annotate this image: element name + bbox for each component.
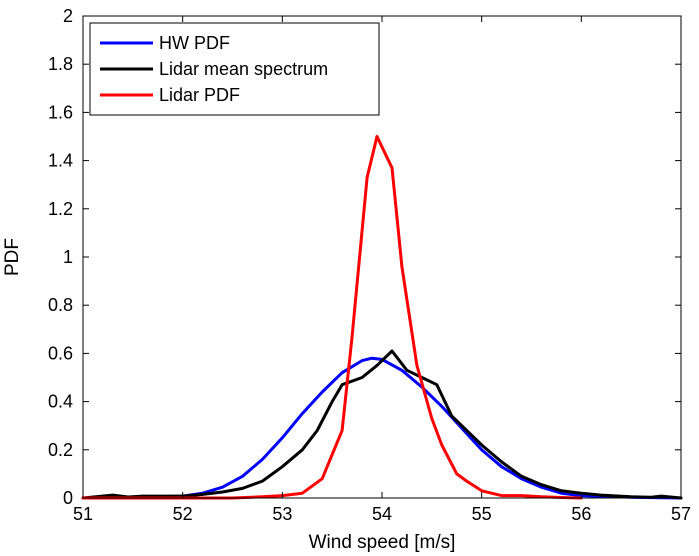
x-tick-label: 55 (472, 504, 492, 524)
y-tick-label: 1 (63, 247, 73, 267)
legend: HW PDF Lidar mean spectrum Lidar PDF (89, 22, 380, 116)
x-axis-title: Wind speed [m/s] (309, 532, 456, 553)
series-line-lidar-pdf (81, 135, 583, 500)
y-tick-label: 0 (63, 488, 73, 508)
axes (82, 15, 682, 499)
y-tick-label: 1.4 (48, 151, 73, 171)
x-tick-label: 53 (272, 504, 292, 524)
legend-label: Lidar mean spectrum (159, 59, 328, 79)
y-tick-label: 0.8 (48, 295, 73, 315)
y-tick-label: 1.6 (48, 102, 73, 122)
x-tick-label: 54 (372, 504, 392, 524)
x-tick-label: 57 (671, 504, 691, 524)
legend-label: Lidar PDF (159, 85, 240, 105)
y-axis-title: PDF (2, 238, 23, 276)
series-line-lidar-mean-spectrum (81, 349, 683, 500)
y-tick-label: 2 (63, 6, 73, 26)
tick-labels: 51 52 53 54 55 56 57 0 0.2 0.4 0.6 0.8 1 1.2 1.4 1.6 1.8… (48, 6, 691, 524)
y-tick-label: 1.8 (48, 54, 73, 74)
y-tick-label: 1.2 (48, 199, 73, 219)
series-line-hw-pdf (81, 356, 683, 500)
series-lines (81, 135, 683, 500)
y-tick-label: 0.4 (48, 392, 73, 412)
x-tick-label: 51 (73, 504, 93, 524)
legend-label: HW PDF (159, 33, 230, 53)
x-tick-label: 52 (173, 504, 193, 524)
x-tick-label: 56 (571, 504, 591, 524)
y-tick-label: 0.2 (48, 440, 73, 460)
y-tick-label: 0.6 (48, 343, 73, 363)
